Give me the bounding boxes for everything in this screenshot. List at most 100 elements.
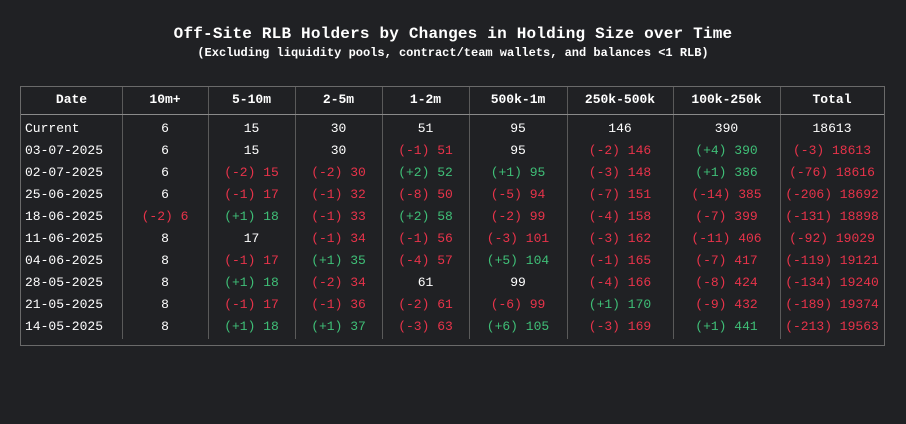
table-cell: (+2) 58 — [398, 209, 453, 224]
table-cell: (-11) 406 — [691, 231, 762, 246]
table-cell: 99 — [510, 275, 526, 290]
table-cell: (-7) 399 — [695, 209, 758, 224]
table-cell: (-2) 15 — [224, 165, 279, 180]
column-header: 250k-500k — [584, 92, 656, 107]
table-cell: (-3) 101 — [486, 231, 550, 246]
table-cell: (+1) 95 — [490, 165, 546, 180]
chart-subtitle: (Excluding liquidity pools, contract/tea… — [197, 46, 709, 60]
table-cell: (-3) 18613 — [792, 143, 871, 158]
table-cell: (-1) 17 — [224, 187, 279, 202]
column-header: Date — [55, 92, 88, 107]
table-cell: (-1) 17 — [224, 253, 279, 268]
row-date: 03-07-2025 — [25, 143, 104, 158]
table-cell: (-7) 151 — [588, 187, 652, 202]
table-cell: (+1) 441 — [695, 319, 758, 334]
table-cell: (+2) 52 — [398, 165, 453, 180]
header-rule — [21, 114, 884, 115]
row-date: 11-06-2025 — [25, 231, 104, 246]
table-cell: (-1) 56 — [398, 231, 453, 246]
table-cell: (-14) 385 — [691, 187, 762, 202]
row-date: 28-05-2025 — [25, 275, 104, 290]
table-cell: (-1) 33 — [311, 209, 366, 224]
table-cell: (-3) 63 — [398, 319, 453, 334]
table-cell: (-9) 432 — [695, 297, 758, 312]
table-cell: (-1) 165 — [588, 253, 652, 268]
table-cell: (-1) 51 — [398, 143, 453, 158]
row-date: 21-05-2025 — [25, 297, 104, 312]
column-header: 2-5m — [322, 92, 355, 107]
table-cell: (-1) 32 — [311, 187, 366, 202]
table-cell: (+4) 390 — [695, 143, 758, 158]
table-cell: (+1) 386 — [695, 165, 758, 180]
table-cell: (-2) 34 — [311, 275, 366, 290]
table-cell: 6 — [161, 187, 169, 202]
column-header: 10m+ — [149, 92, 181, 107]
table-cell: 95 — [510, 143, 526, 158]
table-cell: (-134) 19240 — [785, 275, 879, 290]
table-cell: (+6) 105 — [486, 319, 550, 334]
table-cell: (+5) 104 — [486, 253, 550, 268]
table-cell: (-131) 18898 — [785, 209, 879, 224]
table-cell: (-2) 146 — [588, 143, 652, 158]
table-cell: 6 — [161, 143, 169, 158]
table-cell: (+1) 35 — [311, 253, 366, 268]
table-cell: (-4) 57 — [398, 253, 453, 268]
table-cell: (-4) 158 — [588, 209, 652, 224]
table-cell: (-1) 17 — [224, 297, 279, 312]
column-header: 1-2m — [409, 92, 442, 107]
row-date: 25-06-2025 — [25, 187, 104, 202]
table-cell: (-92) 19029 — [789, 231, 875, 246]
column-header: 500k-1m — [490, 92, 546, 107]
table-cell: (-8) 50 — [398, 187, 453, 202]
table-cell: 61 — [417, 275, 434, 290]
table-cell: 30 — [330, 121, 347, 136]
column-separator — [295, 87, 296, 339]
table-cell: (-8) 424 — [695, 275, 758, 290]
column-header: 100k-250k — [691, 92, 762, 107]
table-cell: (-7) 417 — [695, 253, 758, 268]
table-cell: (+1) 18 — [224, 275, 279, 290]
table-cell: 51 — [417, 121, 434, 136]
column-separator — [382, 87, 383, 339]
table-cell: 146 — [608, 121, 632, 136]
row-date: 18-06-2025 — [25, 209, 104, 224]
table-cell: (-2) 99 — [490, 209, 546, 224]
chart-title: Off-Site RLB Holders by Changes in Holdi… — [173, 25, 733, 43]
table-cell: (-4) 166 — [588, 275, 652, 290]
table-cell: 8 — [161, 297, 169, 312]
table-cell: (+1) 170 — [588, 297, 652, 312]
table-cell: (-3) 148 — [588, 165, 652, 180]
table-cell: (-3) 169 — [588, 319, 652, 334]
table-cell: (-2) 30 — [311, 165, 366, 180]
table-cell: 6 — [161, 165, 169, 180]
table-cell: 30 — [330, 143, 347, 158]
table-cell: 390 — [714, 121, 739, 136]
column-separator — [673, 87, 674, 339]
row-date: 14-05-2025 — [25, 319, 104, 334]
table-cell: 95 — [510, 121, 526, 136]
column-separator — [122, 87, 123, 339]
column-separator — [208, 87, 209, 339]
table-cell: (-119) 19121 — [785, 253, 879, 268]
table-cell: (+1) 37 — [311, 319, 366, 334]
column-separator — [469, 87, 470, 339]
table-cell: 8 — [161, 275, 169, 290]
table-cell: 6 — [161, 121, 169, 136]
table-cell: 8 — [161, 253, 169, 268]
table-cell: (-1) 36 — [311, 297, 366, 312]
table-cell: (-5) 94 — [490, 187, 546, 202]
table-cell: (-189) 19374 — [785, 297, 879, 312]
table-cell: (-3) 162 — [588, 231, 652, 246]
table-cell: 8 — [161, 231, 169, 246]
table-cell: (+1) 18 — [224, 319, 279, 334]
column-header: Total — [812, 92, 852, 107]
row-date: 02-07-2025 — [25, 165, 104, 180]
table-cell: (-1) 34 — [311, 231, 366, 246]
column-separator — [567, 87, 568, 339]
table-cell: (-213) 19563 — [785, 319, 879, 334]
table-cell: (-2) 61 — [398, 297, 453, 312]
table-cell: (-76) 18616 — [789, 165, 875, 180]
column-separator — [780, 87, 781, 339]
table-cell: 15 — [243, 143, 260, 158]
column-header: 5-10m — [231, 92, 271, 107]
